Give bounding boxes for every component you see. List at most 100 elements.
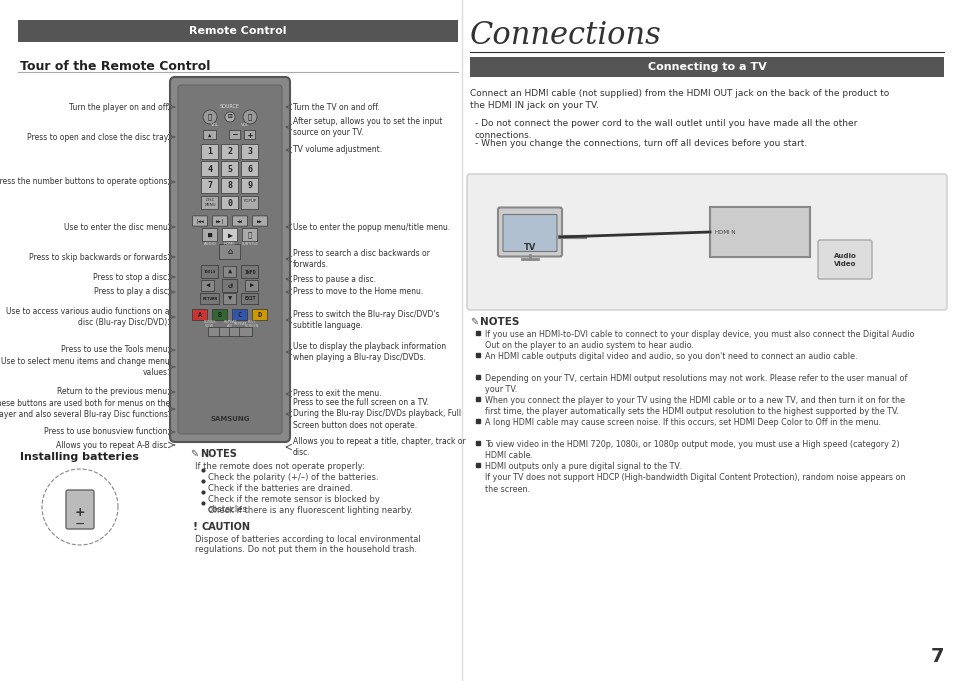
Text: Use to enter the popup menu/title menu.: Use to enter the popup menu/title menu. [293,223,450,232]
Text: ▼: ▼ [228,296,232,302]
FancyBboxPatch shape [219,328,233,336]
FancyBboxPatch shape [203,130,216,140]
Text: TOOLS: TOOLS [204,270,216,274]
FancyBboxPatch shape [201,161,218,176]
Text: Connections: Connections [470,20,661,51]
FancyBboxPatch shape [241,196,258,210]
Text: Check the polarity (+/–) of the batteries.: Check the polarity (+/–) of the batterie… [208,473,378,482]
Text: +: + [74,505,85,518]
Text: Press the number buttons to operate options.: Press the number buttons to operate opti… [0,178,170,187]
Text: NOTES: NOTES [200,449,236,459]
FancyBboxPatch shape [241,161,258,176]
Text: Press to use the Tools menu.: Press to use the Tools menu. [61,345,170,355]
FancyBboxPatch shape [253,309,268,321]
Text: TV: TV [523,242,536,251]
Text: NOTES: NOTES [479,317,518,327]
FancyBboxPatch shape [202,228,217,242]
Text: - Do not connect the power cord to the wall outlet until you have made all the o: - Do not connect the power cord to the w… [475,119,857,140]
Text: 4: 4 [208,165,213,174]
Text: Dispose of batteries according to local environmental
regulations. Do not put th: Dispose of batteries according to local … [194,535,420,554]
FancyBboxPatch shape [221,144,238,159]
Text: Turn the player on and off.: Turn the player on and off. [69,103,170,112]
Text: 8: 8 [227,182,233,191]
Text: C: C [237,312,242,318]
FancyBboxPatch shape [467,174,946,310]
Text: ▶▶|: ▶▶| [215,219,224,223]
Text: Tour of the Remote Control: Tour of the Remote Control [20,60,211,73]
FancyBboxPatch shape [229,130,240,140]
Text: ▶▶: ▶▶ [257,219,263,223]
Text: 3: 3 [247,148,253,157]
Text: CAUTION: CAUTION [202,522,251,532]
Text: ◀: ◀ [206,283,210,289]
Text: Press to skip backwards or forwards.: Press to skip backwards or forwards. [30,253,170,262]
Text: |◀◀: |◀◀ [195,219,204,223]
Text: 9: 9 [247,182,253,191]
Text: After setup, allows you to set the input
source on your TV.: After setup, allows you to set the input… [293,117,442,137]
FancyBboxPatch shape [502,215,557,251]
FancyBboxPatch shape [241,266,258,279]
FancyBboxPatch shape [239,328,253,336]
Text: DISC: DISC [205,198,214,202]
FancyBboxPatch shape [201,196,218,210]
FancyBboxPatch shape [222,279,237,293]
Text: A long HDMI cable may cause screen noise. If this occurs, set HDMI Deep Color to: A long HDMI cable may cause screen noise… [484,418,880,427]
Text: ⏻: ⏻ [208,114,212,121]
Text: Depending on your TV, certain HDMI output resolutions may not work. Please refer: Depending on your TV, certain HDMI outpu… [484,374,906,394]
Text: AUDIO: AUDIO [203,242,216,246]
FancyBboxPatch shape [221,196,238,210]
Text: These buttons are used both for menus on the
player and also several Blu-ray Dis: These buttons are used both for menus on… [0,399,170,419]
Text: ✎: ✎ [190,449,198,459]
FancyBboxPatch shape [222,228,237,242]
FancyBboxPatch shape [241,178,258,193]
FancyBboxPatch shape [233,309,248,321]
Text: Installing batteries: Installing batteries [20,452,139,462]
Text: If you use an HDMI-to-DVI cable to connect to your display device, you must also: If you use an HDMI-to-DVI cable to conne… [484,330,914,351]
Text: Press to play a disc.: Press to play a disc. [93,287,170,296]
FancyBboxPatch shape [193,216,208,226]
Text: EXIT: EXIT [244,296,255,302]
FancyBboxPatch shape [221,161,238,176]
FancyBboxPatch shape [219,244,240,259]
Text: Press to switch the Blu-ray Disc/DVD's
subtitle language.: Press to switch the Blu-ray Disc/DVD's s… [293,310,439,330]
Text: Check if the batteries are drained.: Check if the batteries are drained. [208,484,353,493]
FancyBboxPatch shape [253,216,268,226]
Text: A: A [197,312,202,318]
Bar [18,20,457,42]
Text: Connect an HDMI cable (not supplied) from the HDMI OUT jack on the back of the p: Connect an HDMI cable (not supplied) fro… [470,89,888,110]
Text: 7: 7 [208,182,213,191]
FancyBboxPatch shape [200,294,219,304]
FancyBboxPatch shape [213,216,228,226]
Text: −: − [74,518,85,530]
FancyBboxPatch shape [193,309,208,321]
Text: Press to search a disc backwards or
forwards.: Press to search a disc backwards or forw… [293,249,430,269]
Text: Press to exit the menu.: Press to exit the menu. [293,390,381,398]
Text: ⌂: ⌂ [227,247,233,257]
Bar [709,207,809,257]
Text: An HDMI cable outputs digital video and audio, so you don't need to connect an a: An HDMI cable outputs digital video and … [484,352,857,361]
FancyBboxPatch shape [201,281,214,291]
FancyBboxPatch shape [817,240,871,279]
Text: Return to the previous menu.: Return to the previous menu. [57,387,170,396]
Text: POPUP: POPUP [243,199,256,203]
Text: REPEAT
A-B: REPEAT A-B [223,319,236,328]
Text: Press to pause a disc.: Press to pause a disc. [293,274,375,283]
Text: 1: 1 [208,148,213,157]
FancyBboxPatch shape [221,178,238,193]
FancyBboxPatch shape [213,309,228,321]
FancyBboxPatch shape [201,144,218,159]
Text: FULL
SCREEN: FULL SCREEN [245,319,259,328]
Text: ▶: ▶ [227,230,233,240]
Text: SAMSUNG: SAMSUNG [210,416,250,422]
Text: Press to use bonusview function.: Press to use bonusview function. [44,428,170,437]
FancyBboxPatch shape [223,266,236,278]
Text: HDMI outputs only a pure digital signal to the TV.
If your TV does not support H: HDMI outputs only a pure digital signal … [484,462,904,494]
Text: When you connect the player to your TV using the HDMI cable or to a new TV, and : When you connect the player to your TV u… [484,396,904,417]
Text: ⊟: ⊟ [228,114,233,119]
Text: 5: 5 [227,165,233,174]
Text: D: D [257,312,262,318]
Text: Remote Control: Remote Control [189,26,287,36]
FancyBboxPatch shape [66,490,94,529]
Text: MENU: MENU [204,203,215,207]
Text: ⏸: ⏸ [248,232,252,238]
